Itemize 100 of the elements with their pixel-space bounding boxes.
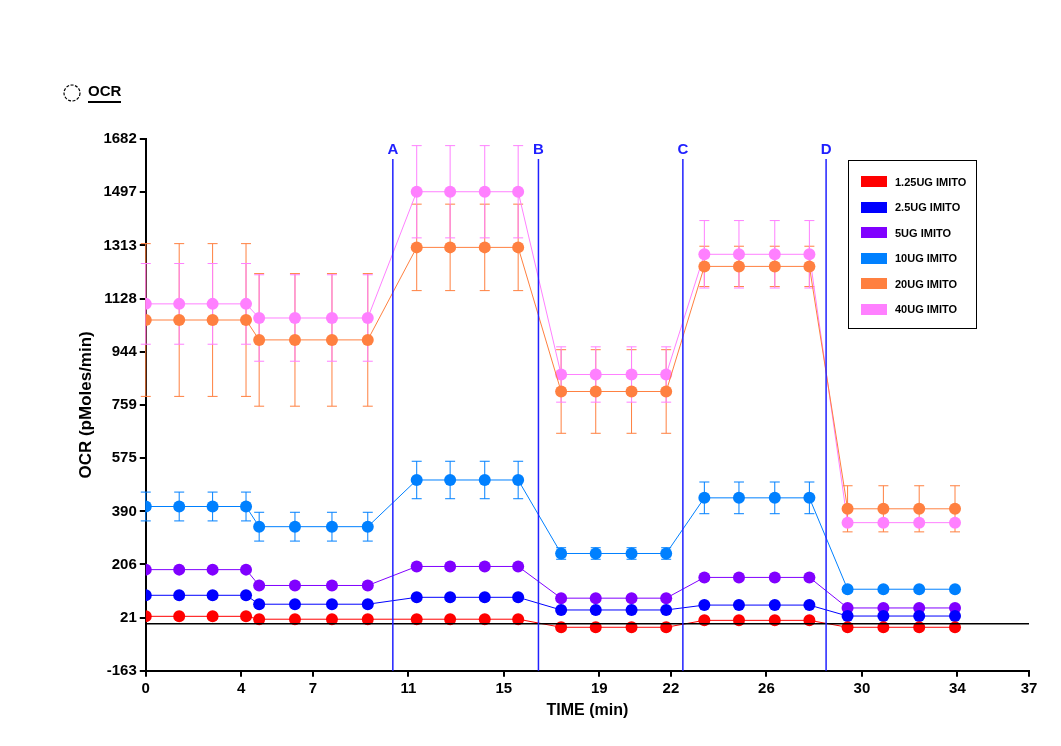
point bbox=[660, 385, 673, 398]
ref-line-label: B bbox=[533, 140, 545, 157]
point bbox=[444, 560, 457, 573]
point bbox=[949, 583, 961, 596]
point bbox=[288, 598, 301, 611]
point bbox=[803, 599, 816, 612]
point bbox=[698, 248, 711, 261]
point bbox=[206, 589, 219, 602]
point bbox=[361, 333, 374, 346]
point bbox=[589, 385, 602, 398]
legend-label: 5UG IMITO bbox=[895, 226, 952, 239]
y-tick-label: 390 bbox=[111, 501, 137, 519]
point bbox=[949, 610, 961, 623]
point bbox=[240, 610, 253, 623]
legend-label: 40UG IMITO bbox=[895, 303, 958, 316]
point bbox=[803, 491, 816, 504]
point bbox=[288, 312, 301, 324]
x-tick-label: 7 bbox=[308, 678, 318, 696]
y-tick-label: 1497 bbox=[103, 182, 137, 200]
point bbox=[877, 583, 890, 596]
point bbox=[410, 473, 423, 486]
point bbox=[361, 598, 374, 611]
point bbox=[410, 185, 423, 198]
legend-label: 20UG IMITO bbox=[895, 277, 958, 290]
point bbox=[660, 592, 673, 605]
x-tick-label: 22 bbox=[662, 678, 680, 696]
point bbox=[173, 500, 186, 513]
point bbox=[444, 241, 457, 254]
point bbox=[173, 563, 186, 576]
ref-line-label: A bbox=[387, 140, 399, 157]
point bbox=[206, 314, 219, 327]
point bbox=[240, 314, 253, 327]
point bbox=[478, 591, 491, 604]
point bbox=[555, 603, 568, 616]
point bbox=[173, 314, 186, 327]
point bbox=[732, 599, 745, 612]
point bbox=[768, 248, 781, 261]
point bbox=[325, 579, 338, 592]
point bbox=[478, 560, 491, 573]
point bbox=[555, 592, 568, 605]
point bbox=[768, 571, 781, 584]
point bbox=[444, 591, 457, 604]
point bbox=[660, 603, 673, 616]
y-tick-label: 759 bbox=[111, 395, 137, 413]
point bbox=[512, 185, 525, 198]
point bbox=[512, 560, 525, 573]
point bbox=[625, 385, 638, 398]
point bbox=[589, 368, 602, 381]
point bbox=[732, 248, 745, 261]
point bbox=[768, 260, 781, 273]
point bbox=[877, 610, 890, 623]
x-axis-title: TIME (min) bbox=[546, 700, 629, 718]
point bbox=[841, 583, 854, 596]
point bbox=[173, 297, 186, 310]
x-tick-label: 15 bbox=[495, 678, 513, 696]
point bbox=[625, 592, 638, 605]
point bbox=[410, 560, 423, 573]
point bbox=[625, 603, 638, 616]
point bbox=[240, 500, 253, 513]
point bbox=[803, 248, 816, 261]
point bbox=[732, 491, 745, 504]
point bbox=[240, 297, 253, 310]
y-tick-label: 1313 bbox=[103, 235, 137, 253]
x-tick-label: 34 bbox=[949, 678, 967, 696]
point bbox=[625, 368, 638, 381]
point bbox=[512, 591, 525, 604]
point bbox=[512, 473, 525, 486]
point bbox=[410, 591, 423, 604]
point bbox=[325, 520, 338, 533]
y-tick-label: 1128 bbox=[104, 288, 137, 306]
point bbox=[361, 579, 374, 592]
y-tick-label: 944 bbox=[111, 341, 138, 359]
point bbox=[949, 516, 961, 529]
point bbox=[698, 260, 711, 273]
x-tick-label: 37 bbox=[1020, 678, 1038, 696]
point bbox=[444, 473, 457, 486]
point bbox=[288, 333, 301, 346]
point bbox=[361, 520, 374, 533]
point bbox=[206, 297, 219, 310]
point bbox=[240, 589, 253, 602]
point bbox=[913, 502, 926, 515]
point bbox=[589, 592, 602, 605]
point bbox=[288, 520, 301, 533]
x-tick-label: 4 bbox=[237, 678, 247, 696]
point bbox=[478, 473, 491, 486]
point bbox=[698, 599, 711, 612]
point bbox=[841, 502, 854, 515]
point bbox=[589, 603, 602, 616]
point bbox=[410, 241, 423, 254]
x-tick-label: 30 bbox=[853, 678, 871, 696]
ref-line-label: C bbox=[677, 140, 689, 157]
point bbox=[206, 500, 219, 513]
point bbox=[240, 563, 253, 576]
point bbox=[768, 599, 781, 612]
point bbox=[732, 260, 745, 273]
point bbox=[841, 610, 854, 623]
point bbox=[325, 598, 338, 611]
point bbox=[803, 571, 816, 584]
point bbox=[478, 241, 491, 254]
point bbox=[253, 520, 266, 533]
